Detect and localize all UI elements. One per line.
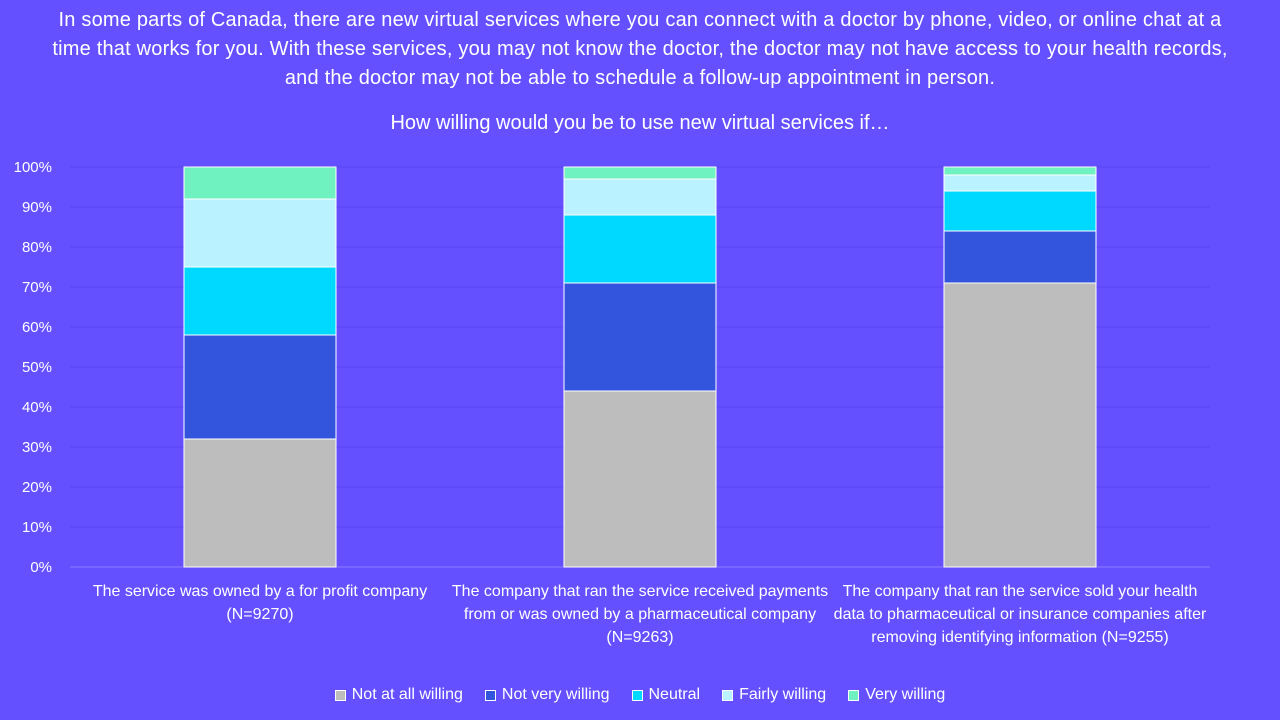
y-tick-label: 10%: [22, 519, 52, 536]
legend-item: Not very willing: [484, 684, 610, 706]
y-tick-label: 0%: [30, 559, 52, 576]
bar-segment: [563, 282, 717, 392]
bar-segment: [183, 334, 337, 440]
bar-segment: [183, 438, 337, 568]
legend-item: Very willing: [848, 684, 945, 706]
bar-segment: [183, 198, 337, 268]
bar-segment: [943, 174, 1097, 192]
intro-text: In some parts of Canada, there are new v…: [52, 9, 1228, 89]
legend-label: Not very willing: [501, 686, 610, 703]
bar-segment: [943, 190, 1097, 232]
legend-swatch: [334, 689, 346, 701]
legend-swatch: [848, 689, 860, 701]
y-tick-label: 30%: [22, 439, 52, 456]
legend: Not at all willing Not very willing Neutra…: [0, 684, 1280, 706]
x-category-label: The service was owned by a for profit co…: [92, 583, 428, 623]
bar-segment: [563, 214, 717, 284]
legend-swatch: [631, 689, 643, 701]
bar-segment: [183, 166, 337, 200]
legend-label: Fairly willing: [739, 686, 827, 703]
bar-segment: [563, 390, 717, 568]
legend-label: Not at all willing: [351, 686, 463, 703]
bar-segment: [943, 230, 1097, 284]
legend-item: Neutral: [631, 684, 701, 706]
y-tick-label: 90%: [22, 199, 52, 216]
y-tick-label: 70%: [22, 279, 52, 296]
y-tick-label: 50%: [22, 359, 52, 376]
legend-label: Neutral: [648, 686, 701, 703]
y-tick-label: 80%: [22, 239, 52, 256]
legend-item: Not at all willing: [334, 684, 463, 706]
y-tick-label: 40%: [22, 399, 52, 416]
legend-label: Very willing: [865, 686, 946, 703]
legend-swatch: [484, 689, 496, 701]
legend-item: Fairly willing: [722, 684, 826, 706]
y-tick-label: 100%: [14, 159, 52, 176]
bar-segment: [943, 166, 1097, 176]
legend-swatch: [722, 689, 734, 701]
y-tick-label: 60%: [22, 319, 52, 336]
x-category-label: The company that ran the service sold yo…: [833, 583, 1207, 646]
bar-segment: [183, 266, 337, 336]
chart-title: How willing would you be to use new virt…: [390, 112, 890, 134]
bar-segment: [943, 282, 1097, 568]
bar-segment: [563, 178, 717, 216]
x-category-label: The company that ran the service receive…: [451, 583, 829, 646]
bar-segment: [563, 166, 717, 180]
y-tick-label: 20%: [22, 479, 52, 496]
